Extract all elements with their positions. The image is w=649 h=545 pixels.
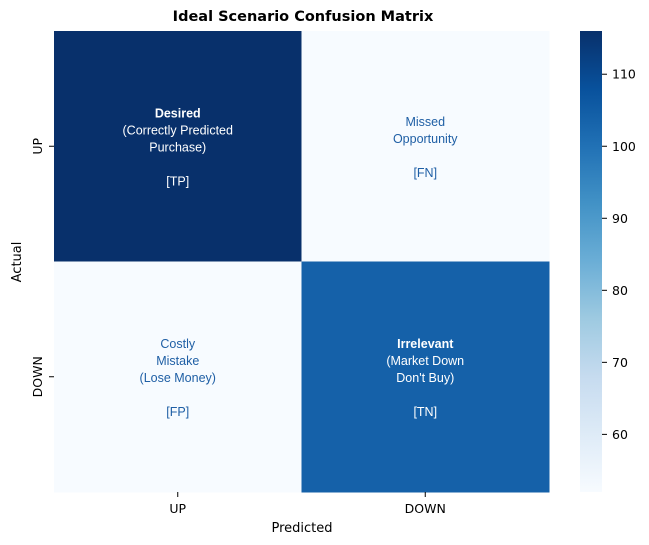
y-tick-label-1: DOWN xyxy=(30,356,45,397)
cell-label-1-1-line-2: Don't Buy) xyxy=(396,371,454,385)
cell-label-1-1-line-0: Irrelevant xyxy=(397,337,454,351)
cell-label-0-1-line-3: [FN] xyxy=(413,166,437,180)
y-axis-label: Actual xyxy=(10,242,25,283)
cell-label-1-1-line-1: (Market Down xyxy=(386,354,464,368)
cell-label-0-0-line-1: (Correctly Predicted xyxy=(123,123,233,137)
cell-label-1-0-line-4: [FP] xyxy=(166,405,189,419)
cell-label-0-0-line-4: [TP] xyxy=(166,174,189,188)
cell-label-0-0-line-0: Desired xyxy=(155,106,201,120)
cell-label-0-1-line-1: Opportunity xyxy=(393,132,458,146)
colorbar-tick-label-1: 70 xyxy=(612,355,628,370)
colorbar-tick-label-3: 90 xyxy=(612,211,628,226)
cell-label-1-0-line-1: Mistake xyxy=(156,354,199,368)
x-tick-label-0: UP xyxy=(169,501,186,516)
cell-label-0-1-line-0: Missed xyxy=(405,115,445,129)
colorbar-tick-label-2: 80 xyxy=(612,283,628,298)
chart-title: Ideal Scenario Confusion Matrix xyxy=(173,9,434,25)
cell-label-1-0-line-2: (Lose Money) xyxy=(140,371,216,385)
cell-label-0-0-line-2: Purchase) xyxy=(149,140,206,154)
heatmap-cell-1-1 xyxy=(301,261,550,493)
colorbar-tick-label-0: 60 xyxy=(612,427,628,442)
cell-label-1-1-line-4: [TN] xyxy=(413,405,437,419)
x-axis-label: Predicted xyxy=(271,521,332,536)
heatmap-cell-0-1 xyxy=(301,31,550,262)
colorbar xyxy=(580,31,602,492)
colorbar-tick-label-4: 100 xyxy=(612,139,636,154)
x-tick-label-1: DOWN xyxy=(405,501,446,516)
y-tick-label-0: UP xyxy=(30,137,45,154)
colorbar-tick-label-5: 110 xyxy=(612,67,636,82)
heatmap-cell-1-0 xyxy=(54,261,302,493)
heatmap-cell-0-0 xyxy=(54,31,302,262)
cell-label-1-0-line-0: Costly xyxy=(160,337,195,351)
